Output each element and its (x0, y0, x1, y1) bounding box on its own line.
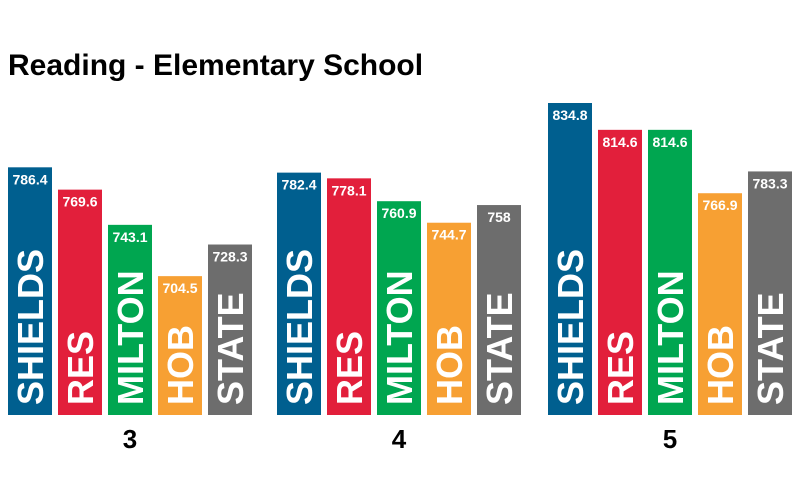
grade-label-5: 5 (663, 424, 677, 454)
value-label-hob-grade-3: 704.5 (162, 280, 197, 296)
bar-name-state-grade-5: STATE (750, 292, 791, 405)
grade-label-4: 4 (392, 424, 407, 454)
bar-name-shields-grade-5: SHIELDS (550, 249, 591, 405)
value-label-state-grade-4: 758 (487, 209, 511, 225)
bar-name-hob-grade-3: HOB (160, 325, 201, 405)
value-label-res-grade-5: 814.6 (602, 134, 637, 150)
bar-res-grade-4 (327, 178, 371, 415)
bar-name-state-grade-3: STATE (210, 292, 251, 405)
bar-hob-grade-3 (158, 276, 202, 415)
bar-hob-grade-4 (427, 222, 471, 415)
bars-layer: 786.4 SHIELDS 769.6 RES 743.1 MILTON 704.5 HOB 7… (8, 103, 792, 416)
bar-name-shields-grade-4: SHIELDS (279, 249, 320, 405)
bar-res-grade-5 (598, 129, 642, 416)
bar-milton-grade-4 (377, 201, 421, 415)
value-label-hob-grade-4: 744.7 (431, 227, 466, 243)
bar-name-milton-grade-4: MILTON (379, 270, 420, 405)
bar-name-milton-grade-5: MILTON (650, 270, 691, 405)
bar-shields-grade-3 (8, 167, 52, 415)
bar-state-grade-5 (748, 171, 792, 415)
chart-title: Reading - Elementary School (8, 49, 423, 82)
bar-hob-grade-5 (698, 193, 742, 415)
bar-name-state-grade-4: STATE (479, 292, 520, 405)
value-label-milton-grade-4: 760.9 (381, 205, 416, 221)
value-label-state-grade-3: 728.3 (212, 249, 247, 265)
value-label-shields-grade-5: 834.8 (552, 107, 587, 123)
bar-name-res-grade-4: RES (329, 331, 370, 405)
bar-name-shields-grade-3: SHIELDS (10, 249, 51, 405)
bar-milton-grade-5 (648, 129, 692, 416)
value-label-state-grade-5: 783.3 (752, 175, 787, 191)
bar-name-res-grade-5: RES (600, 331, 641, 405)
value-label-shields-grade-3: 786.4 (12, 171, 47, 187)
value-label-shields-grade-4: 782.4 (281, 177, 316, 193)
grade-label-3: 3 (123, 424, 137, 454)
bar-shields-grade-4 (277, 172, 321, 415)
bar-milton-grade-3 (108, 224, 152, 415)
bar-name-res-grade-3: RES (60, 331, 101, 405)
bar-state-grade-3 (208, 244, 252, 415)
bar-name-hob-grade-4: HOB (429, 325, 470, 405)
bar-state-grade-4 (477, 205, 521, 415)
value-label-res-grade-3: 769.6 (62, 194, 97, 210)
bar-res-grade-3 (58, 189, 102, 415)
value-label-milton-grade-3: 743.1 (112, 229, 147, 245)
value-label-hob-grade-5: 766.9 (702, 197, 737, 213)
group-labels-layer: 3 4 5 (123, 424, 677, 454)
value-label-res-grade-4: 778.1 (331, 182, 366, 198)
bar-name-milton-grade-3: MILTON (110, 270, 151, 405)
value-label-milton-grade-5: 814.6 (652, 134, 687, 150)
bar-name-hob-grade-5: HOB (700, 325, 741, 405)
bar-shields-grade-5 (548, 103, 592, 415)
